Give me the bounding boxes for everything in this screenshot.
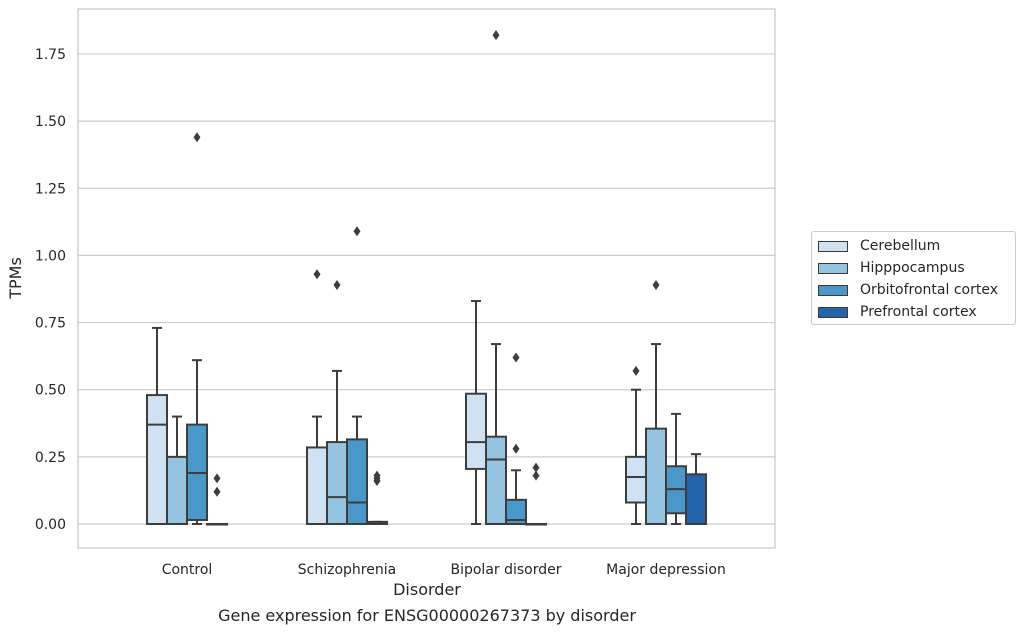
- outlier-point: [333, 279, 341, 290]
- x-tick-labels: Control Schizophrenia Bipolar disorder Majo…: [162, 562, 726, 578]
- box-3-1: [366, 470, 388, 525]
- box-2-2: [505, 352, 527, 525]
- outlier-point: [492, 30, 500, 41]
- legend-swatch: [818, 262, 848, 274]
- boxes: [146, 30, 707, 526]
- outlier-point: [213, 473, 221, 484]
- box-body: [625, 455, 647, 504]
- legend-item-hippocampus: Hipppocampus: [818, 258, 965, 278]
- y-tick-label: 0.75: [35, 316, 66, 332]
- y-tick-label: 1.00: [35, 248, 66, 264]
- legend-item-prefrontal: Prefrontal cortex: [818, 302, 977, 322]
- legend: Cerebellum Hipppocampus Orbitofrontal co…: [811, 231, 1016, 325]
- x-axis-label: Disorder: [393, 580, 461, 599]
- box-0-3: [625, 365, 647, 525]
- x-tick-label: Schizophrenia: [298, 562, 396, 578]
- box-body: [346, 438, 368, 525]
- y-tick-label: 1.75: [35, 47, 66, 63]
- box-1-1: [326, 279, 348, 525]
- box-3-0: [206, 473, 228, 526]
- box-0-0: [146, 326, 168, 525]
- legend-label: Prefrontal cortex: [860, 304, 977, 320]
- box-2-3: [665, 412, 687, 525]
- box-body: [166, 455, 188, 526]
- box-body: [326, 441, 348, 525]
- box-0-1: [306, 269, 328, 526]
- plot-area-frame: [77, 8, 776, 549]
- box-1-2: [485, 30, 507, 525]
- y-tick-labels: 0.00 0.25 0.50 0.75 1.00 1.25 1.50 1.75: [35, 47, 66, 533]
- box-1-3: [645, 279, 667, 525]
- outlier-point: [373, 476, 381, 487]
- legend-swatch: [818, 306, 848, 318]
- outlier-point: [532, 470, 540, 481]
- legend-item-orbitofrontal: Orbitofrontal cortex: [818, 280, 998, 300]
- box-body: [306, 446, 328, 526]
- box-body: [685, 473, 707, 525]
- gridlines: [78, 53, 775, 525]
- box-body: [505, 498, 527, 525]
- legend-label: Hipppocampus: [860, 260, 965, 276]
- legend-label: Cerebellum: [860, 238, 941, 254]
- x-tick-label: Bipolar disorder: [450, 562, 561, 578]
- outlier-point: [193, 132, 201, 143]
- x-tick-label: Control: [162, 562, 213, 578]
- outlier-point: [353, 226, 361, 237]
- outlier-point: [313, 269, 321, 280]
- legend-swatch: [818, 240, 848, 252]
- y-tick-label: 0.00: [35, 517, 66, 533]
- box-3-2: [525, 462, 547, 526]
- legend-item-cerebellum: Cerebellum: [818, 236, 940, 256]
- box-3-3: [685, 453, 707, 525]
- outlier-point: [213, 486, 221, 497]
- y-axis-label: TPMs: [6, 257, 25, 300]
- box-0-2: [465, 300, 487, 525]
- chart-caption: Gene expression for ENSG00000267373 by d…: [218, 606, 636, 625]
- x-tick-label: Major depression: [606, 562, 726, 578]
- y-tick-label: 1.50: [35, 114, 66, 130]
- box-body: [465, 392, 487, 470]
- outlier-point: [532, 462, 540, 473]
- outlier-point: [652, 279, 660, 290]
- legend-swatch: [818, 284, 848, 296]
- box-body: [146, 394, 168, 525]
- y-tick-label: 0.50: [35, 383, 66, 399]
- outlier-point: [512, 443, 520, 454]
- box-2-1: [346, 226, 368, 525]
- outlier-point: [512, 352, 520, 363]
- outlier-point: [632, 365, 640, 376]
- y-tick-label: 0.25: [35, 450, 66, 466]
- box-body: [645, 427, 667, 525]
- box-1-0: [166, 415, 188, 526]
- box-body: [485, 435, 507, 525]
- y-tick-label: 1.25: [35, 181, 66, 197]
- box-2-0: [186, 132, 208, 525]
- legend-label: Orbitofrontal cortex: [860, 282, 998, 298]
